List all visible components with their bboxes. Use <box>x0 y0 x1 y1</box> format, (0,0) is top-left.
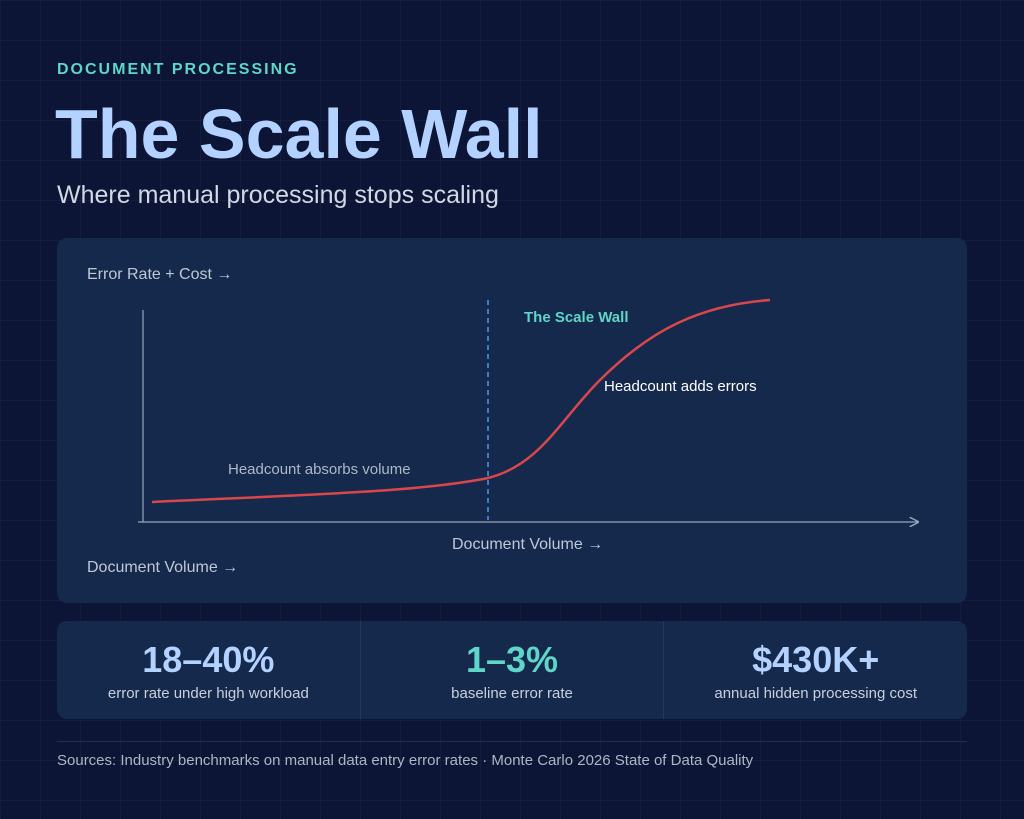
low-label: Headcount absorbs volume <box>228 461 411 478</box>
diagram: Error Rate + Cost → The Scale Wall Headc… <box>87 266 967 576</box>
curve <box>151 298 771 504</box>
corner-label: Document Volume → <box>87 559 238 576</box>
stats: 18–40% error rate under high workload 1–3… <box>57 621 967 719</box>
subtitle: Where manual processing stops scaling <box>57 181 499 209</box>
wall-label: The Scale Wall <box>524 309 628 326</box>
stat-value: 18–40% <box>142 639 275 680</box>
stat-label: baseline error rate <box>451 685 573 702</box>
stat-value: $430K+ <box>752 639 880 680</box>
x-axis-label: Document Volume → <box>452 536 603 553</box>
stat-value: 1–3% <box>465 639 559 680</box>
high-label: Headcount adds errors <box>604 378 757 395</box>
stat: 18–40% error rate under high workload <box>57 621 361 719</box>
title: The Scale Wall <box>55 95 543 173</box>
stat: 1–3% baseline error rate <box>361 621 665 719</box>
eyebrow: DOCUMENT PROCESSING <box>57 61 299 78</box>
divider <box>57 741 967 742</box>
diagram-card: Error Rate + Cost → The Scale Wall Headc… <box>57 238 967 603</box>
stat-label: annual hidden processing cost <box>714 685 917 702</box>
y-axis-label: Error Rate + Cost → <box>87 266 232 283</box>
stat: $430K+ annual hidden processing cost <box>664 621 967 719</box>
sources: Sources: Industry benchmarks on manual d… <box>57 752 754 769</box>
stat-label: error rate under high workload <box>107 685 309 702</box>
